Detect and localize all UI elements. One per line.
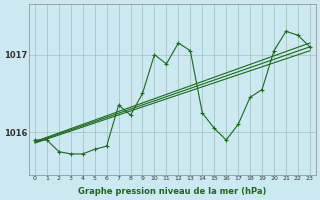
X-axis label: Graphe pression niveau de la mer (hPa): Graphe pression niveau de la mer (hPa) [78, 187, 267, 196]
